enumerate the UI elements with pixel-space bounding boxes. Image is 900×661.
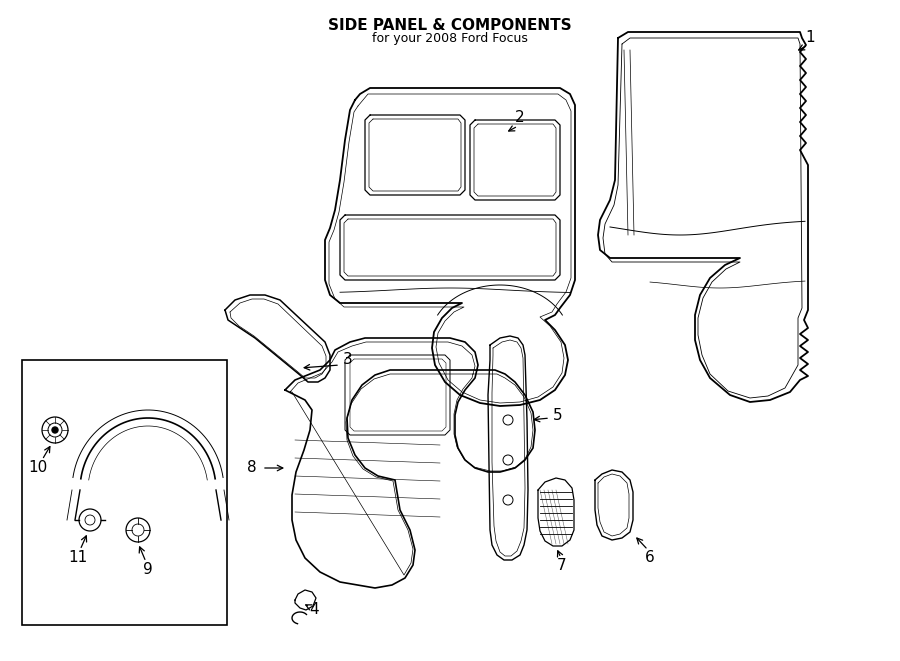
- Circle shape: [48, 423, 62, 437]
- Circle shape: [126, 518, 150, 542]
- Text: 9: 9: [143, 563, 153, 578]
- Bar: [22, 360, 227, 625]
- Circle shape: [79, 509, 101, 531]
- Text: 8: 8: [248, 461, 256, 475]
- Circle shape: [52, 427, 58, 433]
- Circle shape: [132, 524, 144, 536]
- Text: SIDE PANEL & COMPONENTS: SIDE PANEL & COMPONENTS: [328, 18, 572, 33]
- Text: 5: 5: [554, 407, 562, 422]
- Text: 7: 7: [557, 557, 567, 572]
- Text: 4: 4: [310, 602, 319, 617]
- Text: 10: 10: [29, 461, 48, 475]
- Text: 1: 1: [806, 30, 814, 46]
- Circle shape: [503, 455, 513, 465]
- Text: 11: 11: [68, 551, 87, 566]
- Text: 6: 6: [645, 551, 655, 566]
- Circle shape: [503, 495, 513, 505]
- Circle shape: [42, 417, 68, 443]
- Circle shape: [503, 415, 513, 425]
- Text: 2: 2: [515, 110, 525, 126]
- Circle shape: [85, 515, 95, 525]
- Text: 3: 3: [343, 352, 353, 368]
- Text: for your 2008 Ford Focus: for your 2008 Ford Focus: [372, 32, 528, 45]
